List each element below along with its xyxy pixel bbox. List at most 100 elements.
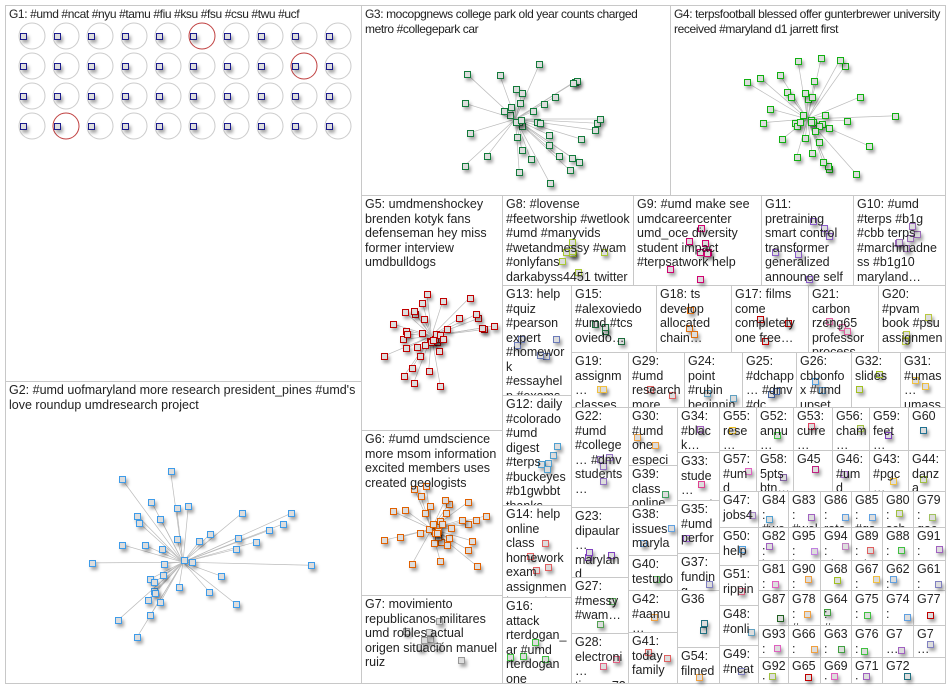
- network-node[interactable]: [815, 139, 823, 147]
- network-node[interactable]: [464, 71, 472, 79]
- network-node[interactable]: [743, 79, 751, 87]
- network-node[interactable]: [437, 558, 445, 566]
- network-node[interactable]: [482, 512, 490, 520]
- network-node[interactable]: [744, 467, 752, 475]
- network-node[interactable]: [507, 111, 515, 119]
- network-node[interactable]: [779, 136, 787, 144]
- network-node[interactable]: [811, 127, 819, 135]
- network-node[interactable]: [122, 93, 129, 100]
- network-node[interactable]: [417, 493, 425, 501]
- network-node[interactable]: [156, 33, 163, 40]
- network-node[interactable]: [575, 159, 583, 167]
- network-node[interactable]: [906, 235, 914, 243]
- network-node[interactable]: [402, 345, 410, 353]
- network-node[interactable]: [901, 338, 909, 346]
- network-node[interactable]: [88, 63, 95, 70]
- network-node[interactable]: [431, 540, 439, 548]
- network-node[interactable]: [591, 127, 599, 135]
- network-node[interactable]: [234, 534, 242, 542]
- network-node[interactable]: [326, 63, 333, 70]
- network-node[interactable]: [442, 496, 450, 504]
- network-node[interactable]: [809, 217, 817, 225]
- network-node[interactable]: [843, 117, 851, 125]
- network-node[interactable]: [555, 153, 563, 161]
- network-node[interactable]: [805, 576, 813, 583]
- network-node[interactable]: [401, 308, 409, 316]
- network-node[interactable]: [224, 63, 231, 70]
- network-node[interactable]: [811, 466, 819, 473]
- network-node[interactable]: [134, 634, 142, 642]
- network-node[interactable]: [517, 117, 525, 125]
- network-node[interactable]: [869, 514, 877, 522]
- network-node[interactable]: [892, 112, 900, 120]
- network-node[interactable]: [919, 476, 927, 484]
- network-node[interactable]: [491, 322, 499, 330]
- network-node[interactable]: [326, 123, 333, 130]
- network-node[interactable]: [696, 674, 704, 681]
- network-node[interactable]: [699, 626, 707, 634]
- network-node[interactable]: [473, 311, 481, 319]
- network-node[interactable]: [196, 538, 204, 546]
- network-node[interactable]: [410, 379, 418, 387]
- network-node[interactable]: [389, 320, 397, 328]
- network-node[interactable]: [308, 562, 316, 570]
- network-node[interactable]: [118, 541, 126, 549]
- network-node[interactable]: [600, 385, 608, 393]
- network-node[interactable]: [669, 391, 677, 399]
- network-node[interactable]: [414, 344, 422, 352]
- network-node[interactable]: [439, 521, 447, 529]
- network-node[interactable]: [443, 326, 451, 334]
- network-node[interactable]: [520, 653, 528, 660]
- network-node[interactable]: [421, 636, 429, 644]
- network-node[interactable]: [553, 443, 561, 451]
- network-node[interactable]: [496, 72, 504, 80]
- network-node[interactable]: [546, 132, 554, 140]
- network-node[interactable]: [811, 78, 819, 85]
- network-node[interactable]: [585, 548, 593, 556]
- network-node[interactable]: [824, 608, 832, 616]
- network-node[interactable]: [818, 54, 826, 62]
- network-node[interactable]: [903, 245, 911, 253]
- network-node[interactable]: [145, 596, 153, 604]
- network-node[interactable]: [570, 79, 578, 87]
- network-node[interactable]: [190, 63, 197, 70]
- network-node[interactable]: [468, 537, 476, 545]
- network-node[interactable]: [157, 515, 165, 523]
- network-node[interactable]: [807, 513, 815, 521]
- network-node[interactable]: [258, 93, 265, 100]
- network-node[interactable]: [180, 556, 188, 564]
- network-node[interactable]: [424, 291, 432, 299]
- network-node[interactable]: [419, 299, 427, 307]
- network-node[interactable]: [768, 673, 776, 680]
- network-node[interactable]: [697, 276, 705, 283]
- network-node[interactable]: [190, 123, 197, 130]
- network-node[interactable]: [159, 545, 167, 553]
- network-node[interactable]: [422, 341, 430, 349]
- network-node[interactable]: [326, 93, 333, 100]
- network-node[interactable]: [606, 454, 614, 462]
- network-node[interactable]: [808, 119, 816, 127]
- network-node[interactable]: [908, 223, 916, 231]
- network-node[interactable]: [787, 94, 795, 102]
- network-node[interactable]: [422, 509, 430, 517]
- network-node[interactable]: [540, 100, 548, 108]
- network-node[interactable]: [646, 386, 654, 394]
- network-node[interactable]: [863, 611, 871, 619]
- network-node[interactable]: [435, 347, 443, 355]
- network-node[interactable]: [156, 93, 163, 100]
- network-node[interactable]: [292, 123, 299, 130]
- network-node[interactable]: [434, 529, 442, 537]
- network-node[interactable]: [544, 564, 552, 572]
- network-node[interactable]: [142, 542, 150, 550]
- network-node[interactable]: [686, 325, 694, 333]
- network-node[interactable]: [536, 61, 544, 69]
- network-node[interactable]: [601, 324, 609, 332]
- network-node[interactable]: [224, 93, 231, 100]
- network-node[interactable]: [644, 649, 652, 657]
- network-node[interactable]: [483, 153, 491, 161]
- network-node[interactable]: [759, 119, 767, 127]
- network-node[interactable]: [652, 575, 660, 583]
- network-node[interactable]: [217, 572, 225, 580]
- network-node[interactable]: [820, 158, 828, 166]
- network-node[interactable]: [600, 477, 608, 485]
